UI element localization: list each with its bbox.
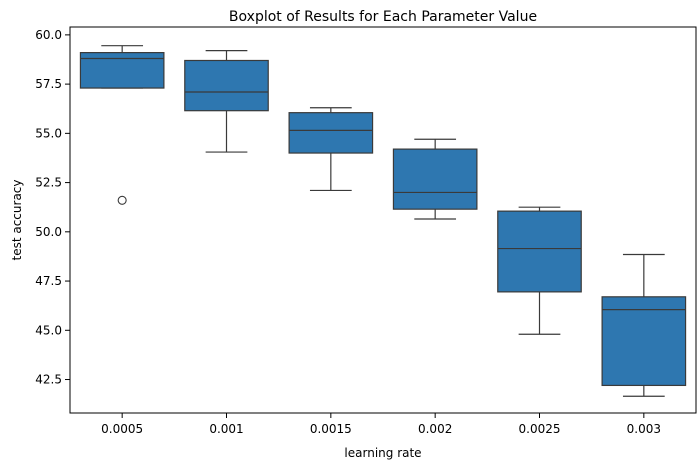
box-group	[601, 253, 687, 397]
box-group	[79, 45, 165, 205]
y-axis-label: test accuracy	[10, 180, 24, 261]
x-tick-label: 0.002	[418, 422, 452, 436]
x-tick-label: 0.0015	[310, 422, 352, 436]
box	[184, 59, 269, 112]
box	[392, 148, 478, 210]
box-group	[392, 138, 478, 220]
y-tick-label: 60.0	[35, 28, 62, 42]
plot-frame	[69, 26, 697, 414]
y-tick-label: 42.5	[35, 373, 62, 387]
plot-area	[79, 45, 687, 397]
x-axis: 0.0005 0.001 0.0015 0.002 0.0025 0.003	[101, 413, 661, 436]
x-tick-label: 0.001	[209, 422, 243, 436]
box-group	[288, 107, 374, 192]
y-tick-label: 47.5	[35, 274, 62, 288]
box-group	[497, 206, 582, 335]
chart-title: Boxplot of Results for Each Parameter Va…	[229, 9, 537, 25]
x-tick-label: 0.003	[627, 422, 661, 436]
box-group	[184, 50, 269, 153]
y-tick-label: 50.0	[35, 225, 62, 239]
x-tick-label: 0.0005	[101, 422, 143, 436]
y-tick-label: 57.5	[35, 77, 62, 91]
box	[497, 210, 582, 293]
box	[288, 112, 374, 154]
y-tick-label: 45.0	[35, 323, 62, 337]
outlier-point	[117, 195, 127, 205]
y-tick-label: 52.5	[35, 176, 62, 190]
x-axis-label: learning rate	[344, 446, 421, 460]
x-tick-label: 0.0025	[519, 422, 561, 436]
y-axis: 42.5 45.0 47.5 50.0 52.5 55.0 57.5 60.0	[35, 28, 70, 387]
y-tick-label: 55.0	[35, 126, 62, 140]
box	[601, 296, 687, 387]
